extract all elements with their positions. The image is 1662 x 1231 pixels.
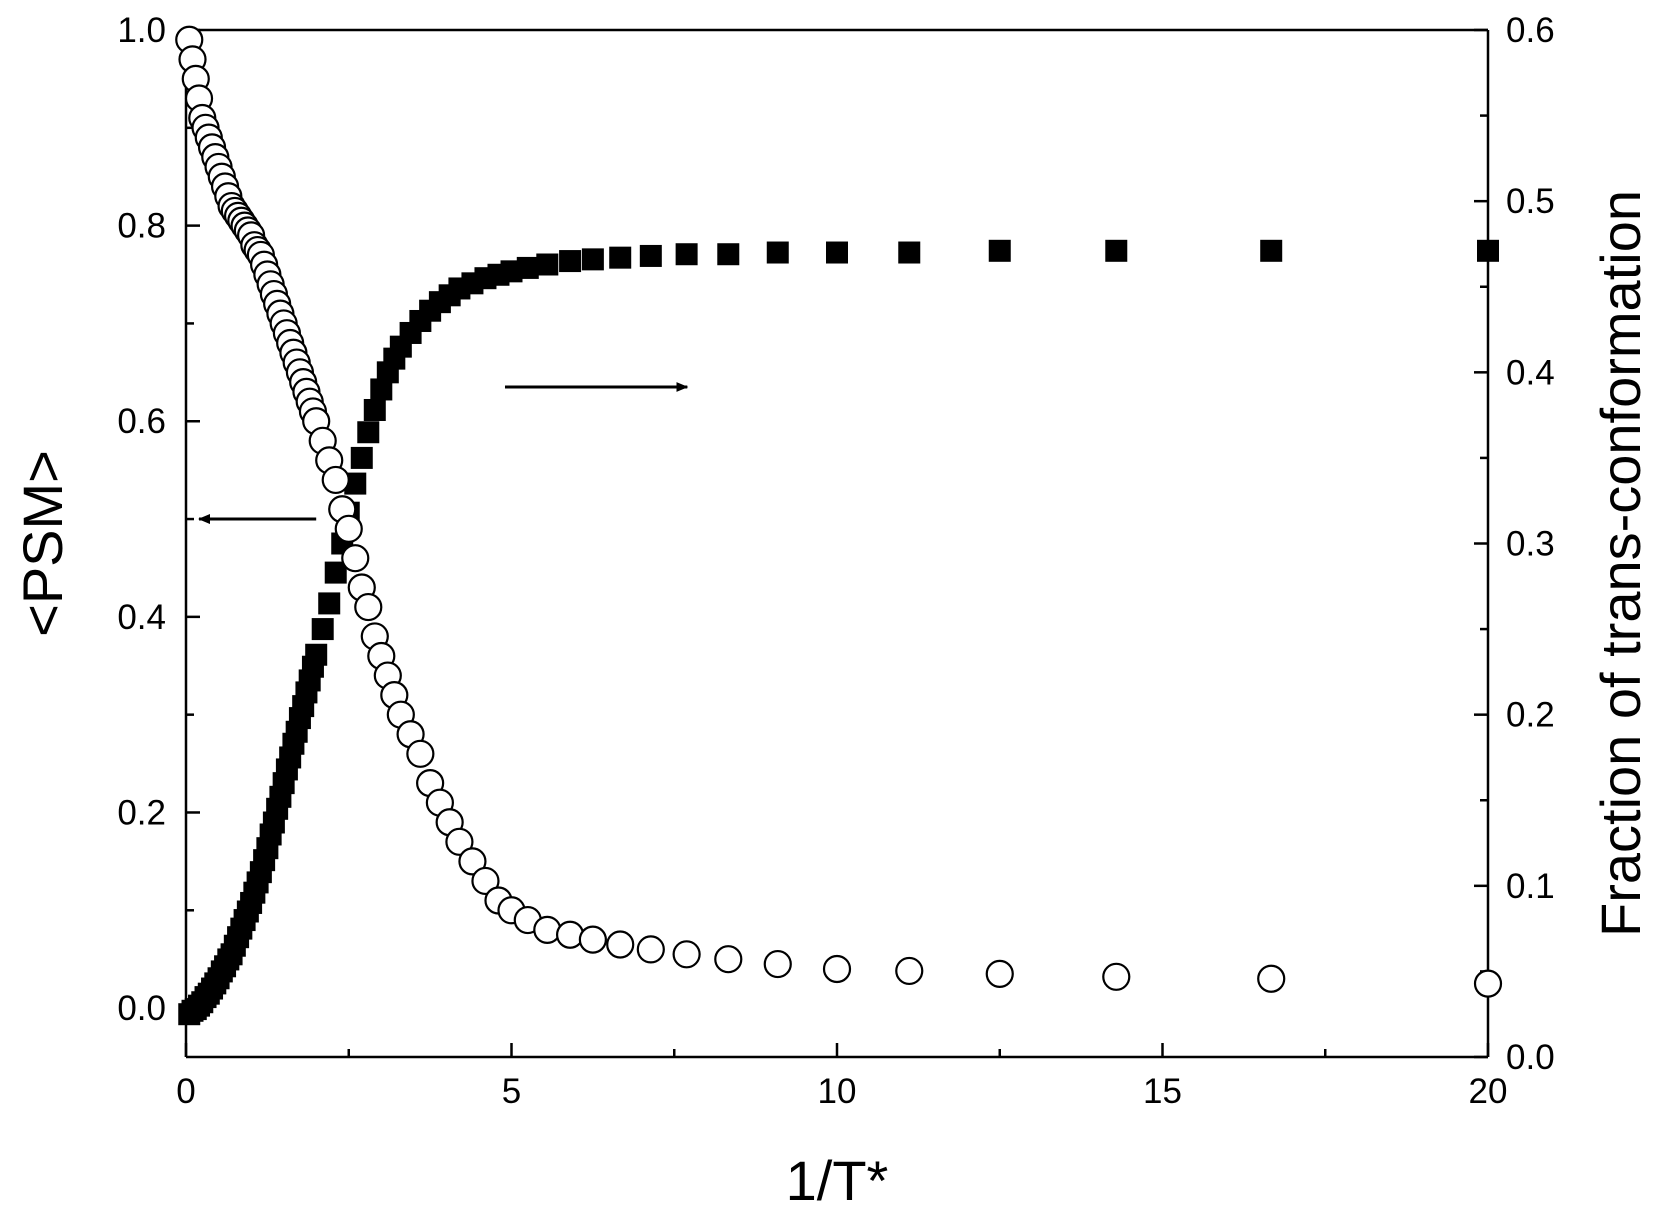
right-y-tick-label: 0.4 xyxy=(1506,353,1555,392)
x-tick-label: 20 xyxy=(1469,1072,1508,1111)
square-marker xyxy=(350,446,373,469)
square-marker xyxy=(717,243,740,266)
circle-marker xyxy=(321,465,350,495)
ticks: 0 5 10 15 200.00.20.40.60.81.00.00.10.20.30.… xyxy=(117,11,1554,1111)
circle-marker xyxy=(1257,964,1286,993)
circle-marker xyxy=(334,514,363,543)
series-fraction-trans xyxy=(178,239,1499,1026)
right-y-tick-label: 0.5 xyxy=(1506,182,1555,221)
square-marker xyxy=(324,561,347,584)
annotations xyxy=(198,382,689,525)
square-marker xyxy=(305,643,328,666)
circle-marker xyxy=(672,940,701,969)
circle-marker xyxy=(636,935,665,964)
left-y-tick-label: 0.6 xyxy=(117,402,166,441)
circle-marker xyxy=(533,915,562,944)
square-marker xyxy=(370,378,393,401)
circle-marker xyxy=(445,827,474,856)
square-marker xyxy=(318,592,341,615)
circle-marker xyxy=(458,847,487,876)
circle-marker xyxy=(763,949,792,979)
circle-marker xyxy=(985,959,1014,988)
circle-marker xyxy=(471,866,500,896)
circle-marker xyxy=(354,592,383,622)
left-y-tick-label: 0.0 xyxy=(117,989,166,1028)
square-marker xyxy=(1477,239,1499,262)
square-marker xyxy=(311,618,334,641)
square-marker xyxy=(1260,239,1283,262)
circle-marker xyxy=(555,920,585,949)
circle-marker xyxy=(714,945,743,974)
x-tick-label: 10 xyxy=(818,1072,857,1111)
square-marker xyxy=(826,241,848,264)
series-psm xyxy=(175,25,1503,998)
right-y-tick-label: 0.2 xyxy=(1506,696,1555,735)
right-y-axis-title: Fraction of trans-conformation xyxy=(1589,190,1652,937)
plot-frame xyxy=(184,28,1490,1059)
left-y-tick-label: 0.4 xyxy=(117,598,166,637)
x-tick-label: 15 xyxy=(1143,1072,1182,1111)
circle-marker xyxy=(578,925,607,954)
left-y-tick-label: 1.0 xyxy=(117,11,166,50)
x-axis-title: 1/T* xyxy=(786,1149,889,1212)
square-marker xyxy=(516,256,539,279)
circle-marker xyxy=(341,544,370,573)
right-y-tick-label: 0.3 xyxy=(1506,525,1555,564)
square-marker xyxy=(344,472,367,495)
x-tick-label: 5 xyxy=(502,1072,521,1111)
circle-marker xyxy=(1473,969,1503,998)
circle-marker xyxy=(895,956,924,986)
square-marker xyxy=(559,250,582,273)
circle-marker xyxy=(406,739,435,768)
square-marker xyxy=(363,398,386,421)
left-y-axis-title: <PSM> xyxy=(11,450,74,637)
right-y-tick-label: 0.6 xyxy=(1506,11,1555,50)
square-marker xyxy=(898,241,921,264)
x-tick-label: 0 xyxy=(176,1072,195,1111)
left-y-tick-label: 0.2 xyxy=(117,793,166,832)
square-marker xyxy=(1105,239,1128,262)
square-marker xyxy=(675,243,698,266)
right-y-tick-label: 0.1 xyxy=(1506,867,1555,906)
square-marker xyxy=(639,244,662,267)
circle-marker xyxy=(606,930,635,959)
square-marker xyxy=(609,246,632,269)
circle-marker xyxy=(822,954,852,984)
right-y-tick-label: 0.0 xyxy=(1506,1038,1555,1077)
square-marker xyxy=(766,241,789,264)
square-marker xyxy=(581,248,604,271)
left-y-tick-label: 0.8 xyxy=(117,207,166,246)
square-marker xyxy=(536,253,559,276)
square-marker xyxy=(988,239,1011,262)
square-marker xyxy=(357,421,380,444)
circle-marker xyxy=(1102,962,1131,991)
